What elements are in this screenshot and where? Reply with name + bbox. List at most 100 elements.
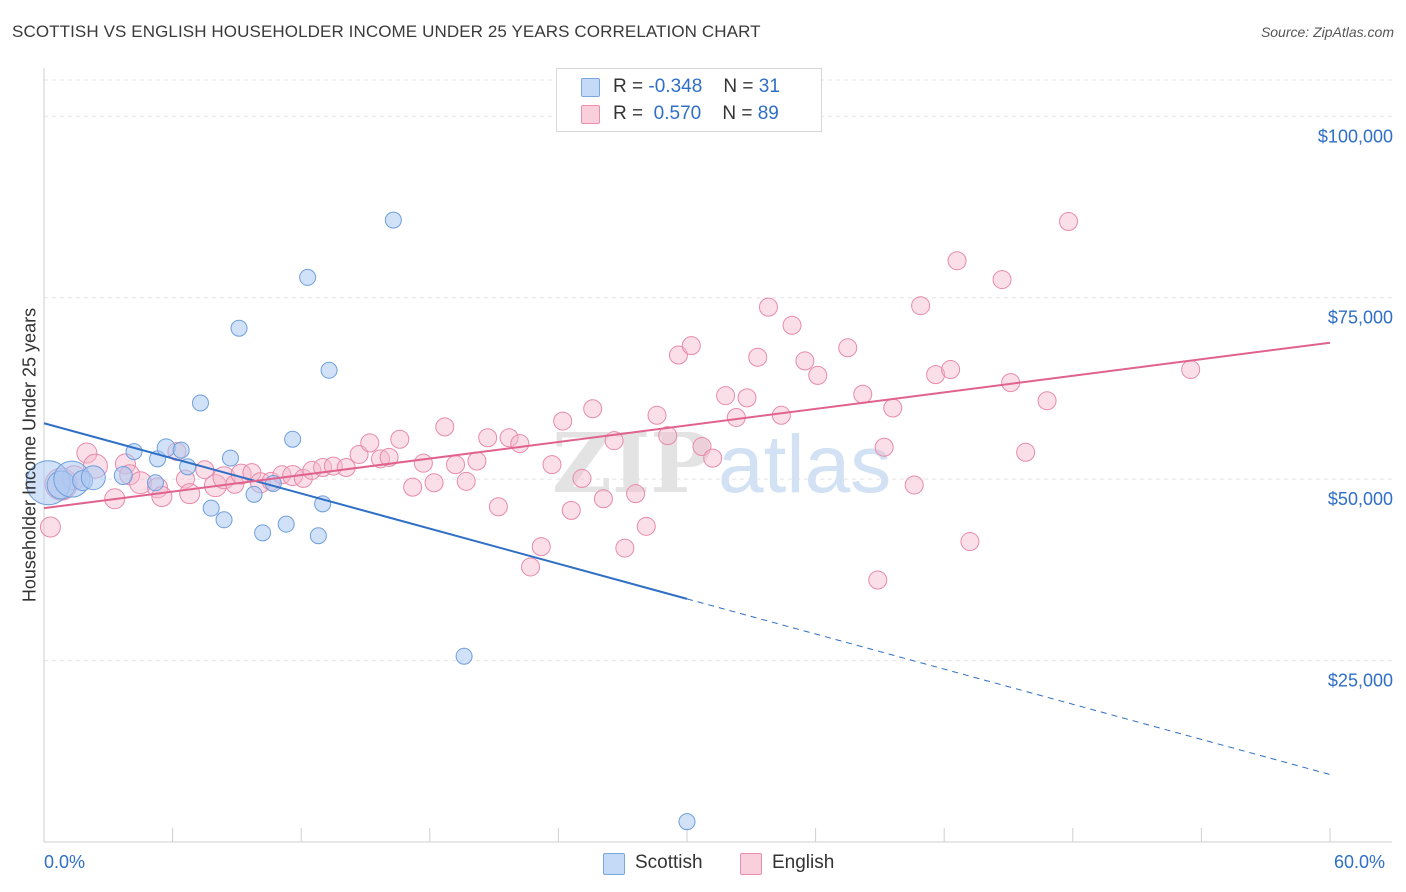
english-point-74 <box>868 570 888 590</box>
english-point-65 <box>737 388 757 408</box>
legend-r-label: R = <box>613 103 644 124</box>
scottish-point-15 <box>221 449 239 467</box>
english-point-57 <box>647 405 667 425</box>
english-point-83 <box>992 270 1012 290</box>
english-point-44 <box>510 434 530 454</box>
english-point-49 <box>561 500 581 520</box>
y-tick-label-2: $75,000 <box>1328 308 1393 328</box>
english-point-60 <box>681 336 701 356</box>
english-point-3 <box>76 442 98 464</box>
english-point-55 <box>626 484 646 504</box>
legend-swatch-english <box>581 105 600 124</box>
english-point-86 <box>1037 391 1057 411</box>
english-point-39 <box>456 471 476 491</box>
bottom-legend-label-scottish: Scottish <box>635 852 703 873</box>
bottom-legend-label-english: English <box>772 852 835 873</box>
scottish-point-28 <box>678 813 696 831</box>
scottish-point-18 <box>254 524 272 542</box>
english-point-40 <box>467 451 487 471</box>
scottish-point-10 <box>172 441 190 459</box>
english-point-30 <box>360 433 380 453</box>
english-point-59 <box>668 345 688 365</box>
scottish-point-7 <box>146 474 164 492</box>
scottish-points <box>25 211 696 831</box>
scottish-point-23 <box>309 527 327 545</box>
scottish-point-21 <box>284 430 302 448</box>
english-point-72 <box>838 338 858 358</box>
english-point-52 <box>593 489 613 509</box>
english-point-16 <box>212 466 236 490</box>
legend-n-value-scottish: 31 <box>758 76 780 97</box>
english-point-77 <box>904 475 924 495</box>
english-point-33 <box>390 429 410 449</box>
english-point-88 <box>1181 360 1201 380</box>
y-tick-label-3: $100,000 <box>1318 126 1393 146</box>
english-point-69 <box>782 315 802 335</box>
english-point-75 <box>874 437 894 457</box>
scottish-point-20 <box>277 515 295 533</box>
english-point-51 <box>583 399 603 419</box>
y-tick-label-0: $25,000 <box>1328 671 1393 691</box>
english-point-70 <box>795 351 815 371</box>
scottish-trend-extension <box>686 598 1331 775</box>
english-point-81 <box>947 251 967 271</box>
english-point-63 <box>716 386 736 406</box>
legend-r-value-english: 0.570 <box>653 103 702 124</box>
english-point-13 <box>179 483 201 505</box>
english-point-37 <box>435 417 455 437</box>
english-point-71 <box>808 365 828 385</box>
axes <box>43 68 1392 843</box>
correlation-legend: R = -0.348 N = 31 R = 0.570 N = 89 <box>556 68 822 132</box>
legend-n-label: N = <box>723 76 754 97</box>
english-point-47 <box>542 455 562 475</box>
scottish-point-26 <box>384 211 402 229</box>
english-point-32 <box>379 447 399 467</box>
scottish-point-12 <box>191 394 209 412</box>
english-trend-line <box>43 341 1331 510</box>
scottish-trend-line <box>43 422 688 600</box>
chart-title: SCOTTISH VS ENGLISH HOUSEHOLDER INCOME U… <box>12 22 761 41</box>
english-point-0 <box>39 516 61 538</box>
english-point-85 <box>1016 442 1036 462</box>
english-point-36 <box>424 473 444 493</box>
english-point-34 <box>403 477 423 497</box>
watermark-atlas: atlas <box>718 419 891 510</box>
english-point-82 <box>960 532 980 552</box>
english-point-80 <box>941 360 961 380</box>
source-credit: Source: ZipAtlas.com <box>1260 24 1394 40</box>
english-point-43 <box>499 428 519 448</box>
english-point-42 <box>488 497 508 517</box>
y-tick-label-1: $50,000 <box>1328 489 1393 509</box>
english-point-41 <box>478 428 498 448</box>
english-point-66 <box>748 347 768 367</box>
legend-swatch-scottish <box>581 78 600 97</box>
x-max-label: 60.0% <box>1334 852 1386 872</box>
y-tick-labels: $25,000 $50,000 $75,000 $100,000 <box>1318 126 1393 690</box>
english-point-87 <box>1059 212 1079 232</box>
english-point-79 <box>926 365 946 385</box>
x-min-label: 0.0% <box>44 852 86 872</box>
english-point-62 <box>703 448 723 468</box>
scottish-point-17 <box>245 485 263 503</box>
scottish-point-27 <box>455 647 473 665</box>
watermark: ZIP atlas <box>552 416 891 512</box>
legend-n-label: N = <box>722 103 753 124</box>
english-point-48 <box>553 411 573 431</box>
legend-r-value-scottish: -0.348 <box>648 76 703 97</box>
english-point-78 <box>911 296 931 316</box>
english-point-73 <box>853 384 873 404</box>
scottish-point-5 <box>113 466 133 486</box>
english-point-54 <box>615 538 635 558</box>
bottom-legend-swatch-scottish <box>603 853 625 875</box>
scottish-point-22 <box>299 268 317 286</box>
english-point-46 <box>531 537 551 557</box>
english-point-68 <box>771 405 791 425</box>
english-point-67 <box>758 297 778 317</box>
english-point-58 <box>658 426 678 446</box>
scottish-point-25 <box>320 361 338 379</box>
english-point-35 <box>413 453 433 473</box>
y-axis-label: Householder Income Under 25 years <box>19 307 40 603</box>
bottom-legend-swatch-english <box>740 853 762 875</box>
english-point-45 <box>521 557 541 577</box>
